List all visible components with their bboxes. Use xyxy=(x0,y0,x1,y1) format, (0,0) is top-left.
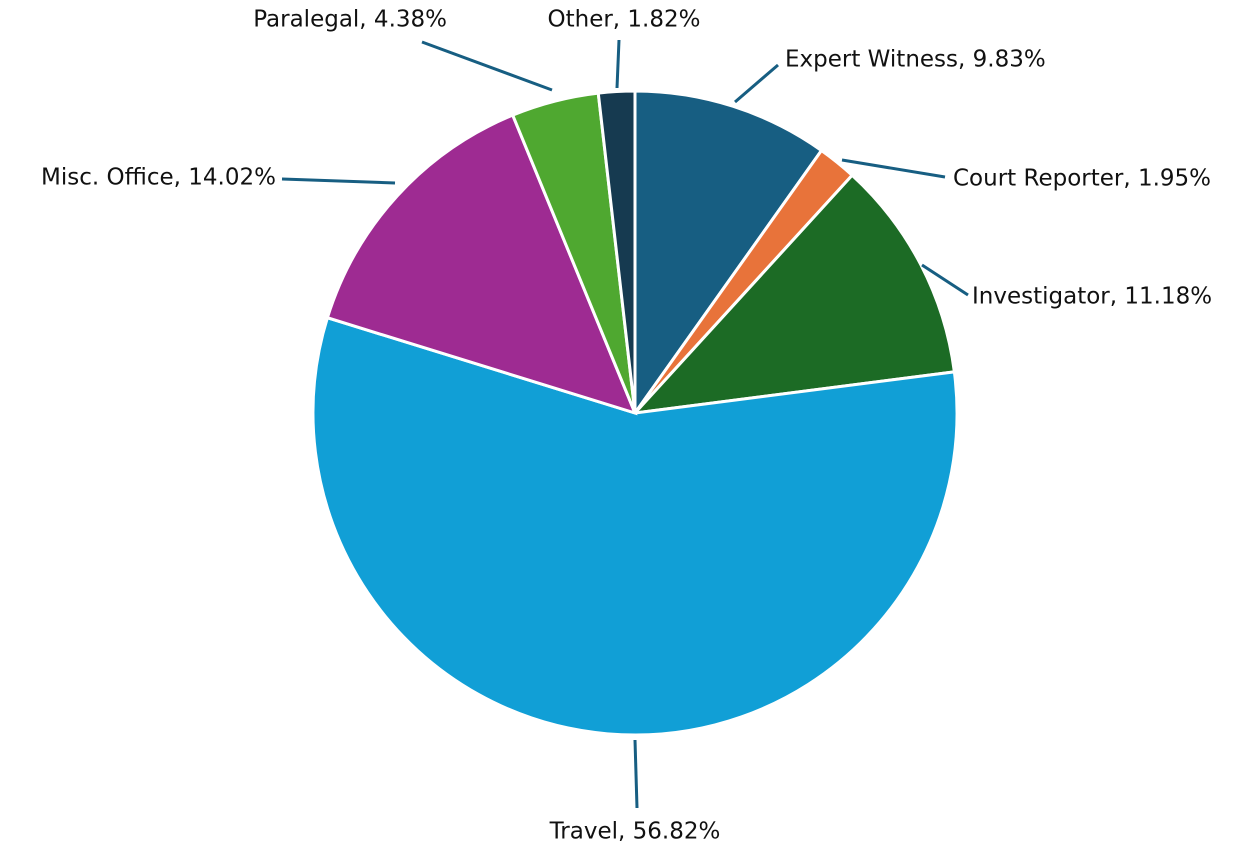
pie-slice: Misc. Office xyxy=(325,113,638,416)
pie-slice: Travel xyxy=(311,315,959,737)
pie-slice: Other xyxy=(596,89,637,414)
data-label: Investigator, 11.18% xyxy=(972,284,1212,310)
leader-line xyxy=(734,63,779,104)
leader-line xyxy=(421,40,553,92)
leader-line xyxy=(921,263,969,297)
data-label: Other, 1.82% xyxy=(548,7,701,33)
data-label: Court Reporter, 1.95% xyxy=(953,166,1211,192)
pie-slice: Investigator xyxy=(631,173,957,416)
leader-line xyxy=(633,739,639,809)
leader-line xyxy=(841,158,946,179)
data-label: Expert Witness, 9.83% xyxy=(785,47,1046,73)
leader-line xyxy=(281,177,396,185)
data-label: Travel, 56.82% xyxy=(549,819,721,845)
leader-line xyxy=(615,39,621,89)
data-label: Misc. Office, 14.02% xyxy=(41,165,276,191)
pie-slice: Expert Witness xyxy=(633,89,824,418)
data-label: Paralegal, 4.38% xyxy=(253,7,447,33)
